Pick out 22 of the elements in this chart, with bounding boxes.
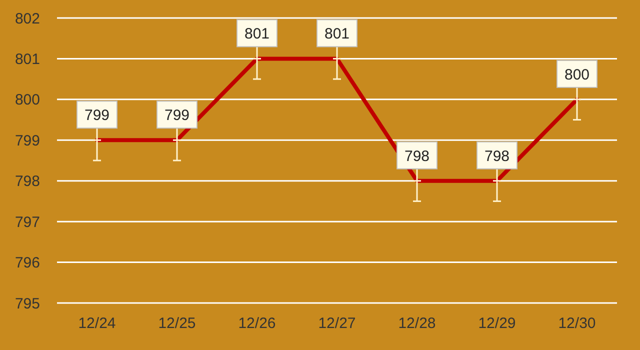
y-tick-label: 796 xyxy=(14,254,40,272)
y-tick-label: 801 xyxy=(14,50,40,68)
y-tick-label: 799 xyxy=(14,132,40,150)
x-tick-label: 12/27 xyxy=(318,315,356,332)
data-label: 799 xyxy=(84,107,110,124)
y-tick-label: 800 xyxy=(14,92,40,109)
data-label: 801 xyxy=(324,26,350,43)
data-label: 801 xyxy=(244,26,270,43)
x-tick-label: 12/24 xyxy=(78,315,116,332)
data-label: 799 xyxy=(164,107,190,124)
x-tick-label: 12/29 xyxy=(478,315,516,332)
data-label: 800 xyxy=(564,66,590,84)
x-tick-label: 12/30 xyxy=(558,315,596,332)
y-tick-label: 798 xyxy=(14,173,40,190)
y-tick-label: 802 xyxy=(14,10,40,28)
y-tick-label: 797 xyxy=(14,214,40,231)
data-label: 798 xyxy=(404,148,430,165)
y-tick-label: 795 xyxy=(14,295,40,312)
data-label: 798 xyxy=(484,148,510,165)
x-tick-label: 12/26 xyxy=(238,315,276,332)
x-tick-label: 12/28 xyxy=(398,315,436,332)
x-tick-label: 12/25 xyxy=(158,315,196,332)
